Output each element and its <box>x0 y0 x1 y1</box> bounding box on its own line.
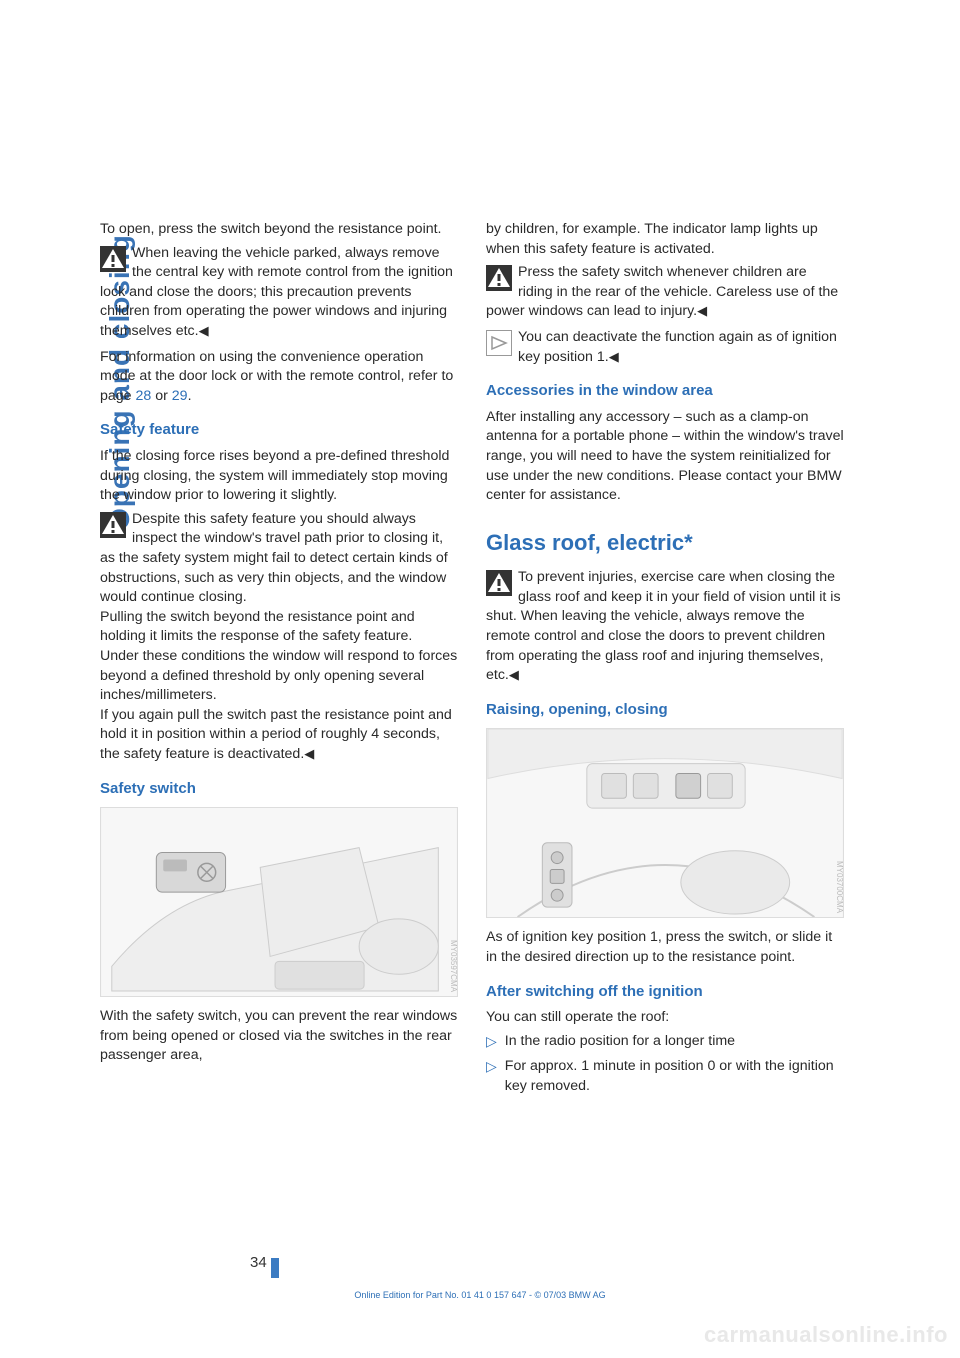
figure-code: MY03700CMA <box>834 861 845 913</box>
figure-glass-roof: MY03700CMA <box>486 728 844 918</box>
body-text: After installing any accessory – such as… <box>486 408 844 506</box>
page-content: To open, press the switch beyond the res… <box>100 220 860 1103</box>
list-marker-icon: ▷ <box>486 1032 497 1052</box>
warning-block: When leaving the vehicle parked, always … <box>100 244 458 342</box>
text-fragment: or <box>151 388 172 404</box>
figure-safety-switch: MY03597CMA <box>100 807 458 997</box>
left-column: To open, press the switch beyond the res… <box>100 220 458 1103</box>
footer-copyright: Online Edition for Part No. 01 41 0 157 … <box>100 1290 860 1300</box>
body-text: As of ignition key position 1, press the… <box>486 928 844 967</box>
list-text: In the radio position for a longer time <box>505 1032 735 1052</box>
warning-block: Despite this safety feature you should a… <box>100 510 458 765</box>
end-marker: ◀ <box>199 323 209 338</box>
subheading-safety-switch: Safety switch <box>100 779 458 800</box>
warning-text: To prevent injuries, exercise care when … <box>486 569 841 683</box>
end-marker: ◀ <box>609 349 619 364</box>
subheading-accessories: Accessories in the window area <box>486 381 844 402</box>
list-text: For approx. 1 minute in position 0 or wi… <box>505 1057 844 1096</box>
right-column: by children, for example. The indicator … <box>486 220 844 1103</box>
page-link[interactable]: 29 <box>172 388 188 404</box>
list-item: ▷ In the radio position for a longer tim… <box>486 1032 844 1052</box>
end-marker: ◀ <box>509 667 519 682</box>
page-number: 34 <box>250 1254 267 1271</box>
list-marker-icon: ▷ <box>486 1057 497 1096</box>
subheading-after-switch: After switching off the ignition <box>486 982 844 1003</box>
subheading-raising: Raising, opening, closing <box>486 700 844 721</box>
page-footer: 34 Online Edition for Part No. 01 41 0 1… <box>100 1252 860 1300</box>
info-text: You can deactivate the function again as… <box>518 329 837 365</box>
body-text: To open, press the switch beyond the res… <box>100 220 458 240</box>
warning-icon <box>486 570 512 596</box>
warning-icon <box>100 246 126 272</box>
page-number-block: 34 <box>100 1252 860 1272</box>
warning-text: Press the safety switch whenever childre… <box>486 264 838 319</box>
body-text: For information on using the convenience… <box>100 348 458 407</box>
watermark: carmanualsonline.info <box>704 1322 948 1348</box>
page-link[interactable]: 28 <box>136 388 152 404</box>
info-icon <box>486 330 512 356</box>
body-text: You can still operate the roof: <box>486 1008 844 1028</box>
body-text: With the safety switch, you can prevent … <box>100 1007 458 1066</box>
warning-block: Press the safety switch whenever childre… <box>486 263 844 322</box>
warning-icon <box>486 265 512 291</box>
warning-text: When leaving the vehicle parked, always … <box>100 245 453 339</box>
heading-glass-roof: Glass roof, electric* <box>486 528 844 558</box>
body-text: If the closing force rises beyond a pre-… <box>100 447 458 506</box>
body-text: by children, for example. The indicator … <box>486 220 844 259</box>
subheading-safety-feature: Safety feature <box>100 420 458 441</box>
warning-icon <box>100 512 126 538</box>
end-marker: ◀ <box>304 746 314 761</box>
info-block: You can deactivate the function again as… <box>486 328 844 367</box>
two-column-layout: To open, press the switch beyond the res… <box>100 220 860 1103</box>
warning-block: To prevent injuries, exercise care when … <box>486 568 844 686</box>
list-item: ▷ For approx. 1 minute in position 0 or … <box>486 1057 844 1096</box>
text-fragment: . <box>188 388 192 404</box>
figure-code: MY03597CMA <box>448 940 459 992</box>
end-marker: ◀ <box>697 303 707 318</box>
page-number-mark <box>271 1258 279 1278</box>
warning-text: Despite this safety feature you should a… <box>100 511 457 762</box>
